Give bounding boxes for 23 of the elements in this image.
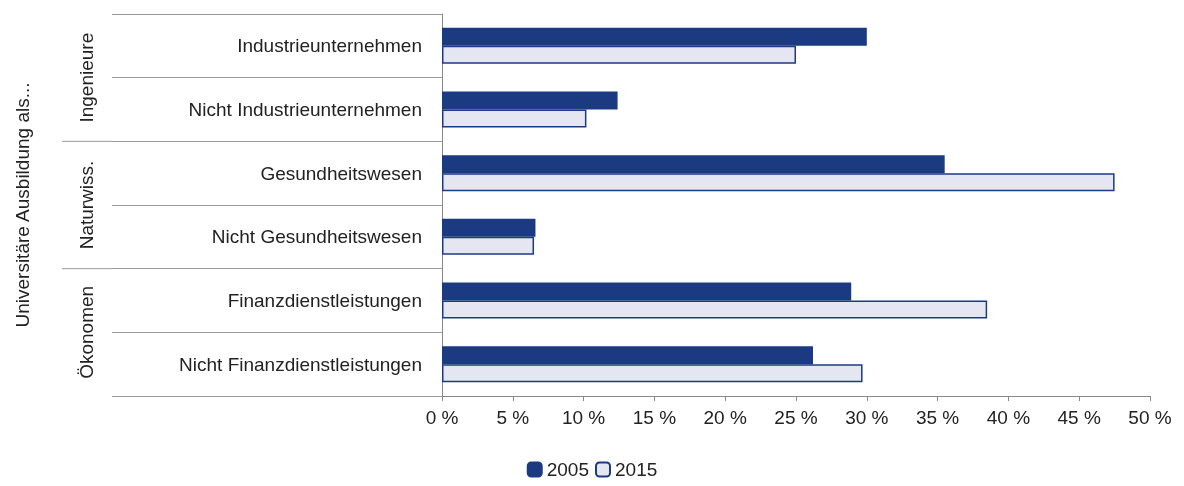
y-tick-label: Industrieunternehmen xyxy=(237,35,422,57)
x-tick-label: 0 % xyxy=(425,407,459,428)
y-tick-label: Nicht Finanzdienstleistungen xyxy=(179,353,422,375)
x-tick-label: 35 % xyxy=(915,407,960,428)
x-tick-label: 40 % xyxy=(986,407,1031,428)
x-tick-label: 20 % xyxy=(703,407,747,428)
text: Universitäre Ausbildung als... xyxy=(11,82,33,328)
legend-label: 2005 xyxy=(546,459,590,480)
x-tick-label: 15 % xyxy=(632,407,677,428)
text: Ingenieure xyxy=(75,32,97,123)
x-tick-label: 10 % xyxy=(561,407,606,428)
y-tick-label: Nicht Industrieunternehmen xyxy=(188,99,422,120)
text: Ökonomen xyxy=(75,285,97,379)
x-tick-label: 5 % xyxy=(496,407,530,428)
x-tick-label: 30 % xyxy=(845,407,889,428)
text: Naturwiss. xyxy=(75,160,97,250)
legend-label: 2015 xyxy=(615,459,658,480)
x-tick-label: 45 % xyxy=(1057,407,1101,428)
x-tick-label: 25 % xyxy=(774,407,818,428)
y-tick-label: Gesundheitswesen xyxy=(260,162,422,184)
x-tick-label: 50 % xyxy=(1128,407,1172,428)
y-tick-label: Nicht Gesundheitswesen xyxy=(211,226,422,248)
y-tick-label: Finanzdienstleistungen xyxy=(227,290,422,311)
